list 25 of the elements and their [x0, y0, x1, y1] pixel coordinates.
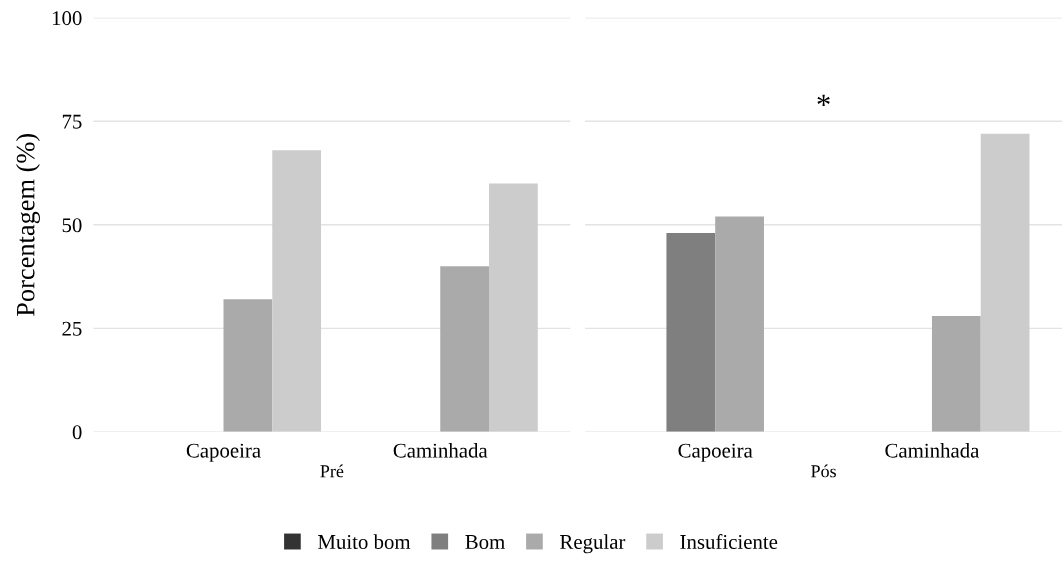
bar: [666, 233, 716, 432]
x-tick-label: Capoeira: [186, 443, 261, 462]
bar: [715, 216, 764, 432]
y-tick-label: 25: [62, 321, 82, 336]
y-tick-label: 100: [52, 11, 82, 26]
bar: [223, 299, 273, 432]
bar: [440, 266, 490, 432]
annotation: *: [817, 94, 830, 106]
y-tick-label: 50: [62, 218, 82, 233]
x-tick-label: Caminhada: [393, 442, 488, 458]
y-tick-label: 75: [62, 114, 82, 129]
x-tick-label: Capoeira: [678, 443, 753, 462]
legend-label: Bom: [465, 535, 505, 549]
y-axis-title: Porcentagem (%): [15, 134, 40, 316]
bar: [489, 183, 538, 432]
bar: [272, 150, 322, 432]
legend-label: Insuficiente: [680, 534, 778, 549]
x-tick-label: Caminhada: [885, 442, 980, 458]
legend-label: Regular: [560, 534, 626, 554]
legend-label: Muito bom: [318, 534, 411, 549]
x-axis-title: Pós: [811, 464, 836, 478]
x-axis-title: Pré: [320, 464, 344, 478]
bar: [931, 315, 981, 432]
y-tick-label: 0: [72, 425, 82, 440]
bar: [980, 133, 1030, 432]
